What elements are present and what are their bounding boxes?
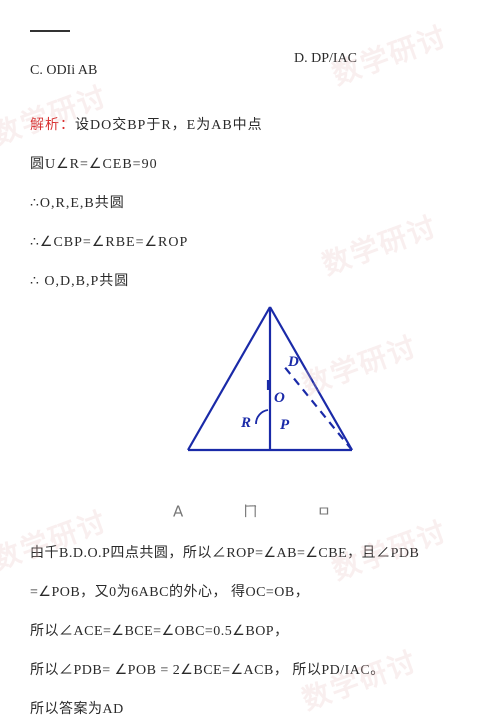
ghost-a: ∀: [169, 498, 183, 521]
options-row: C. ODIi AB D. DP/IAC: [30, 60, 470, 81]
option-c: C. ODIi AB: [30, 60, 294, 81]
svg-text:D: D: [287, 354, 299, 370]
ghost-c: ㅁ: [313, 498, 331, 521]
diagram-container: D O R P: [30, 310, 470, 470]
line-4: ∴∠CBP=∠RBE=∠ROP: [30, 232, 470, 253]
line-2: 圆U∠R=∠CEB=90: [30, 154, 470, 175]
para-3: 所以∠ACE=∠BCE=∠OBC=0.5∠BOP，: [30, 621, 470, 642]
line-1: 解析：设DO交BP于R，E为AB中点: [30, 115, 470, 136]
svg-text:P: P: [280, 417, 290, 433]
header-underline: [30, 30, 70, 32]
option-d: D. DP/IAC: [294, 48, 470, 81]
line-3: ∴O,R,E,B共圆: [30, 193, 470, 214]
ghost-b: ㄩ: [239, 498, 258, 521]
ghost-labels: ∀ ㄩ ㅁ: [30, 498, 470, 521]
label-analysis: 解析：: [30, 118, 75, 133]
para-2: =∠POB，又0为6ABC的外心， 得OC=OB，: [30, 582, 470, 603]
line-5: ∴ O,D,B,P共圆: [30, 271, 470, 292]
svg-text:R: R: [240, 415, 251, 431]
svg-text:O: O: [274, 390, 285, 406]
para-4: 所以∠PDB= ∠POB = 2∠BCE=∠ACB， 所以PD/IAC。: [30, 660, 470, 681]
para-5: 所以答案为AD: [30, 699, 470, 720]
triangle-diagram: D O R P: [170, 302, 370, 462]
para-1: 由千B.D.O.P四点共圆，所以∠ROP=∠AB=∠CBE，且∠PDB: [30, 543, 470, 564]
line-1-text: 设DO交BP于R，E为AB中点: [75, 118, 263, 133]
